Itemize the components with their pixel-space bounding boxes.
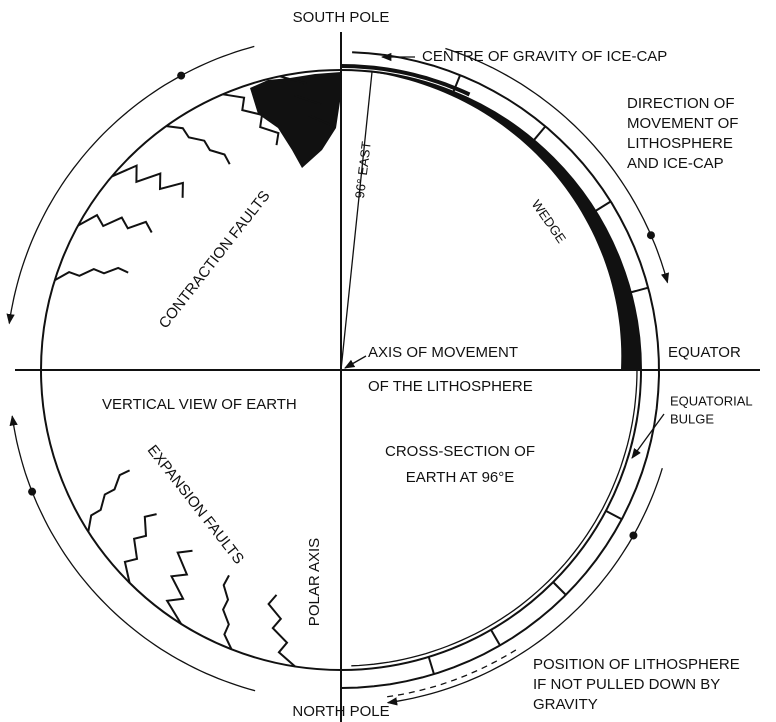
bulge-label: EQUATORIAL — [670, 393, 753, 408]
wedge — [357, 70, 641, 370]
fault — [88, 470, 129, 531]
east-label: 96° EAST — [352, 141, 374, 200]
band-tick — [553, 582, 566, 595]
cross-section: CROSS-SECTION OF — [385, 443, 535, 460]
feather — [647, 231, 655, 239]
axis-pointer — [345, 356, 366, 368]
fault — [166, 126, 229, 164]
movement-arrow — [12, 416, 255, 691]
polar-axis-label: POLAR AXIS — [306, 538, 323, 626]
cross-section: EARTH AT 96°E — [406, 469, 515, 486]
direction-label: AND ICE-CAP — [627, 155, 724, 172]
band-tick — [491, 630, 500, 646]
direction-label: LITHOSPHERE — [627, 135, 733, 152]
band-tick — [429, 657, 434, 674]
feather — [629, 531, 637, 539]
direction-label: DIRECTION OF — [627, 95, 735, 112]
ice-cap — [250, 72, 341, 168]
fault — [55, 268, 129, 280]
fault — [269, 595, 296, 667]
north-pole: NORTH POLE — [292, 703, 389, 720]
unpulled-position — [387, 650, 516, 697]
equator-label: EQUATOR — [668, 344, 741, 361]
fault — [223, 575, 231, 649]
diagram: SOUTH POLE NORTH POLE CENTRE OF GRAVITY … — [0, 0, 776, 722]
band-tick — [534, 126, 546, 140]
expansion-faults: EXPANSION FAULTS — [144, 442, 247, 568]
fault — [112, 166, 183, 198]
fault — [125, 514, 157, 583]
position-label: POSITION OF LITHOSPHERE — [533, 656, 740, 673]
wedge-label: WEDGE — [529, 197, 570, 246]
feather — [28, 488, 36, 496]
position-label: IF NOT PULLED DOWN BY — [533, 676, 720, 693]
south-pole: SOUTH POLE — [293, 9, 390, 26]
band-tick — [606, 511, 622, 519]
fault — [78, 215, 152, 232]
page: { "labels": { "south_pole": "SOUTH POLE"… — [0, 0, 776, 722]
axis-label: AXIS OF MOVEMENT — [368, 344, 518, 361]
vertical-view: VERTICAL VIEW OF EARTH — [102, 396, 297, 413]
band-tick — [631, 288, 648, 293]
band-tick — [595, 201, 610, 211]
position-label: GRAVITY — [533, 696, 598, 713]
centre-of-gravity: CENTRE OF GRAVITY OF ICE-CAP — [422, 48, 667, 65]
movement-arrow — [9, 46, 254, 323]
east-line — [341, 72, 372, 370]
lithosphere-inner — [351, 370, 637, 666]
axis-label: OF THE LITHOSPHERE — [368, 378, 533, 395]
bulge-label: BULGE — [670, 411, 714, 426]
feather — [177, 72, 185, 80]
direction-label: MOVEMENT OF — [627, 115, 738, 132]
fault — [167, 551, 192, 624]
contraction-faults: CONTRACTION FAULTS — [156, 188, 274, 332]
